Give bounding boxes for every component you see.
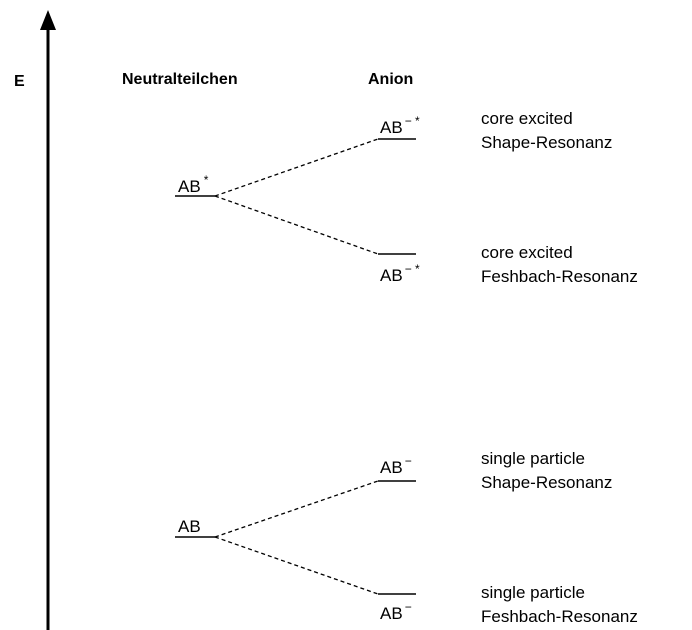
level-label: AB: [178, 517, 201, 536]
column-header: Neutralteilchen: [122, 71, 238, 88]
label-part: AB: [380, 604, 403, 623]
label-part: AB: [178, 517, 201, 536]
description: Feshbach-Resonanz: [481, 607, 638, 626]
transition: [214, 480, 379, 538]
description: single particle: [481, 449, 585, 468]
label-part: − *: [405, 114, 420, 128]
level-label: AB *: [178, 173, 209, 196]
description: Shape-Resonanz: [481, 473, 612, 492]
description: core excited: [481, 109, 573, 128]
label-part: AB: [380, 118, 403, 137]
description: core excited: [481, 243, 573, 262]
description: Feshbach-Resonanz: [481, 267, 638, 286]
label-part: *: [204, 173, 209, 187]
label-part: AB: [380, 266, 403, 285]
label-part: AB: [380, 458, 403, 477]
label-part: −: [405, 454, 412, 468]
transition: [214, 138, 379, 197]
column-header: Anion: [368, 71, 413, 88]
axis-arrowhead: [40, 10, 56, 30]
label-part: −: [405, 600, 412, 614]
description: single particle: [481, 583, 585, 602]
level-label: AB −: [380, 600, 412, 623]
description: Shape-Resonanz: [481, 133, 612, 152]
transition: [214, 536, 379, 595]
label-part: AB: [178, 177, 201, 196]
level-label: AB − *: [380, 114, 420, 137]
label-part: − *: [405, 262, 420, 276]
transition: [214, 195, 379, 255]
axis-label: E: [14, 73, 25, 90]
level-label: AB −: [380, 454, 412, 477]
level-label: AB − *: [380, 262, 420, 285]
